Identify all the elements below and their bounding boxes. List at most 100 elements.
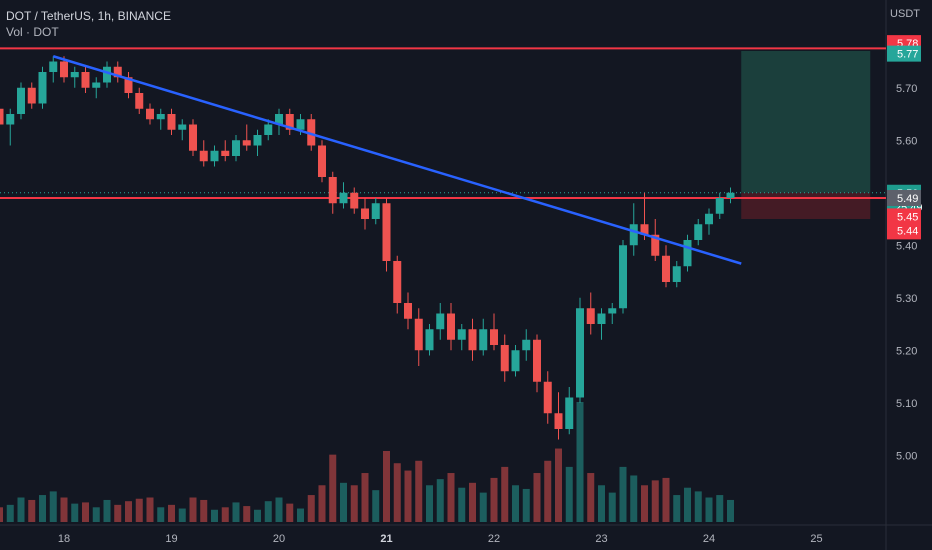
candle[interactable] [371, 203, 380, 219]
candle[interactable] [113, 66, 122, 78]
candle[interactable] [565, 397, 574, 430]
candle[interactable] [404, 303, 412, 319]
candle[interactable] [619, 245, 627, 309]
candle[interactable] [70, 72, 79, 78]
candle[interactable] [124, 77, 133, 93]
candle[interactable] [135, 93, 144, 109]
candle[interactable] [146, 108, 154, 120]
volume-bar [340, 482, 347, 522]
candle[interactable] [608, 308, 617, 314]
volume-bar [490, 477, 498, 522]
volume-bar [168, 504, 175, 522]
candle[interactable] [38, 72, 47, 104]
candle[interactable] [318, 145, 326, 178]
volume-bar [297, 508, 304, 522]
candle[interactable] [554, 413, 563, 429]
candle[interactable] [726, 192, 735, 198]
candle[interactable] [232, 140, 240, 156]
candle[interactable] [672, 266, 681, 282]
candle[interactable] [393, 261, 402, 303]
candle[interactable] [694, 224, 703, 240]
volume-bar [125, 501, 132, 522]
candle[interactable] [49, 61, 58, 73]
candle[interactable] [468, 329, 477, 351]
candle[interactable] [275, 114, 283, 125]
volume-bar [533, 473, 541, 522]
volume-label[interactable]: Vol · DOT [6, 25, 59, 39]
candle[interactable] [715, 198, 724, 214]
volume-bar [522, 488, 530, 522]
volume-bar [82, 502, 89, 522]
profit-zone[interactable] [741, 51, 871, 193]
candle[interactable] [328, 177, 337, 204]
candle[interactable] [511, 350, 520, 372]
candle[interactable] [350, 192, 359, 209]
candle[interactable] [103, 66, 111, 83]
time-tick-label: 21 [380, 533, 392, 545]
volume-bar [103, 499, 111, 522]
candle[interactable] [296, 119, 305, 130]
volume-bar [469, 482, 476, 522]
candle[interactable] [447, 313, 455, 340]
volume-bar [17, 497, 25, 522]
candle[interactable] [425, 329, 434, 351]
candle[interactable] [156, 114, 165, 120]
candle[interactable] [436, 313, 445, 330]
candle[interactable] [543, 381, 552, 414]
stop-price-tag-high: 5.45 [897, 211, 918, 223]
candle[interactable] [199, 150, 208, 162]
candle[interactable] [457, 329, 466, 340]
candle[interactable] [178, 124, 187, 130]
candle[interactable] [662, 255, 670, 282]
symbol-label[interactable]: DOT / TetherUS, 1h, BINANCE [6, 9, 171, 23]
candle[interactable] [210, 150, 219, 162]
price-tick-label: 5.30 [896, 293, 917, 305]
candle[interactable] [60, 61, 68, 78]
candle[interactable] [361, 208, 369, 220]
volume-bar [608, 492, 616, 522]
candle[interactable] [651, 234, 660, 256]
volume-bar [329, 454, 337, 522]
candle[interactable] [167, 114, 176, 130]
candle[interactable] [533, 339, 541, 382]
candle[interactable] [307, 119, 316, 146]
volume-bar [436, 479, 444, 522]
candle[interactable] [6, 114, 15, 125]
candle[interactable] [17, 87, 25, 114]
candle[interactable] [242, 140, 251, 146]
candle[interactable] [705, 213, 713, 225]
candle[interactable] [640, 224, 649, 235]
candle[interactable] [576, 308, 584, 398]
candle[interactable] [92, 82, 101, 88]
candle[interactable] [683, 240, 692, 267]
candle[interactable] [629, 224, 638, 246]
volume-bar [630, 475, 638, 522]
candle[interactable] [522, 339, 531, 351]
candle[interactable] [285, 114, 294, 130]
candle[interactable] [253, 135, 262, 146]
candle[interactable] [479, 329, 488, 351]
candle[interactable] [339, 192, 348, 204]
candle[interactable] [264, 124, 273, 136]
candle[interactable] [189, 124, 197, 151]
candle[interactable] [221, 150, 230, 156]
candle[interactable] [500, 345, 509, 372]
volume-bar [146, 497, 154, 522]
volume-bar [286, 503, 294, 522]
stop-loss-zone[interactable] [741, 192, 871, 219]
candle[interactable] [382, 203, 391, 261]
volume-bar [0, 507, 3, 522]
candle[interactable] [597, 313, 606, 325]
volume-bar [716, 495, 724, 522]
candle[interactable] [586, 308, 595, 324]
time-tick-label: 22 [488, 533, 500, 545]
candle[interactable] [0, 108, 4, 125]
trendline[interactable] [52, 55, 742, 265]
candle[interactable] [490, 329, 498, 345]
candle[interactable] [414, 318, 423, 351]
volume-bar [275, 497, 283, 522]
candle[interactable] [27, 87, 36, 104]
volume-bar [318, 485, 326, 522]
candle[interactable] [81, 72, 90, 88]
